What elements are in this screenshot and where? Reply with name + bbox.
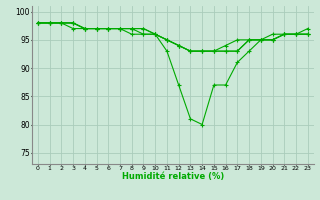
X-axis label: Humidité relative (%): Humidité relative (%) <box>122 172 224 181</box>
